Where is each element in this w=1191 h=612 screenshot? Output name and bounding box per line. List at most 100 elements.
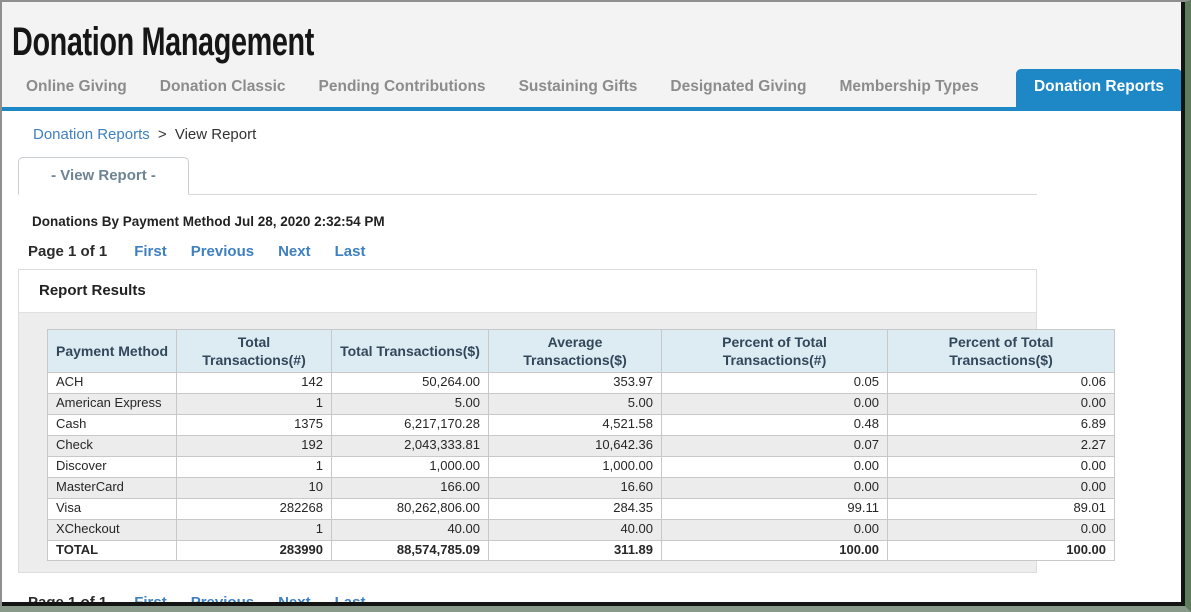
value-cell: 142 [176,372,332,395]
report-results-panel: Report Results Payment Method Total Trans… [18,269,1115,574]
table-header-row: Payment Method Total Transactions(#) Total… [47,328,1115,374]
page-indicator: Page 1 of 1 [28,243,108,260]
value-cell: 6.89 [887,414,1115,437]
value-cell: 0.00 [887,518,1115,541]
value-cell: 40.00 [488,518,662,541]
value-cell: 0.00 [887,455,1115,478]
tab-pending-contributions[interactable]: Pending Contributions [318,78,486,95]
column-header: Percent of Total Transactions($) [887,328,1115,374]
pagination-last-link[interactable]: Last [334,243,366,260]
value-cell: 283990 [176,539,332,562]
payment-method-cell: Cash [47,414,177,437]
column-header: Payment Method [47,328,177,374]
panel-body: Payment Method Total Transactions(#) Total… [19,313,1115,572]
report-table: Payment Method Total Transactions(#) Total… [47,328,1115,562]
breadcrumb: Donation Reports > View Report [33,126,1185,143]
pagination-last-link[interactable]: Last [334,594,366,612]
value-cell: 40.00 [331,518,489,541]
value-cell: 5.00 [488,393,662,416]
value-cell: 0.00 [661,476,888,499]
value-cell: 0.00 [661,393,888,416]
value-cell: 0.00 [887,393,1115,416]
value-cell: 282268 [176,497,332,520]
table-row: American Express 1 5.00 5.00 0.00 0.00 [47,393,1115,416]
value-cell: 5.00 [331,393,489,416]
pagination-links: First Previous Next Last [134,594,366,612]
tab-designated-giving[interactable]: Designated Giving [670,78,807,95]
value-cell: 100.00 [661,539,888,562]
pagination-previous-link[interactable]: Previous [190,243,255,260]
value-cell: 1 [176,455,332,478]
tab-view-report[interactable]: - View Report - [18,157,189,195]
table-row: XCheckout 1 40.00 40.00 0.00 0.00 [47,518,1115,541]
value-cell: 2.27 [887,435,1115,457]
value-cell: 1,000.00 [331,455,489,478]
pagination-next-link[interactable]: Next [278,594,311,612]
value-cell: 1,000.00 [488,455,662,478]
value-cell: 0.06 [887,372,1115,395]
value-cell: 80,262,806.00 [331,497,489,520]
active-tab-underline [2,107,1185,111]
value-cell: 4,521.58 [488,414,662,437]
page-content: Donation Reports > View Report - View Re… [2,126,1185,612]
value-cell: 50,264.00 [331,372,489,395]
pagination-bottom: Page 1 of 1 First Previous Next Last [28,594,1185,612]
value-cell: 2,043,333.81 [331,435,489,457]
value-cell: 88,574,785.09 [331,539,489,562]
value-cell: 192 [176,435,332,457]
value-cell: 0.00 [887,476,1115,499]
value-cell: 10 [176,476,332,499]
tab-donation-classic[interactable]: Donation Classic [159,78,286,95]
pagination-first-link[interactable]: First [134,243,167,260]
value-cell: 1 [176,393,332,416]
pagination-first-link[interactable]: First [134,594,167,612]
value-cell: 0.07 [661,435,888,457]
tab-online-giving[interactable]: Online Giving [26,78,127,95]
value-cell: 311.89 [488,539,662,562]
table-row: Check 192 2,043,333.81 10,642.36 0.07 2.27 [47,435,1115,457]
nav-tabs: Online Giving Donation Classic Pending Con… [2,69,1185,107]
table-row: Visa 282268 80,262,806.00 284.35 99.11 89.01 [47,497,1115,520]
payment-method-cell: American Express [47,393,177,416]
value-cell: 284.35 [488,497,662,520]
table-row: MasterCard 10 166.00 16.60 0.00 0.00 [47,476,1115,499]
page-indicator: Page 1 of 1 [28,594,108,612]
table-row: ACH 142 50,264.00 353.97 0.05 0.06 [47,372,1115,395]
column-header: Percent of Total Transactions(#) [661,328,888,374]
pagination-top: Page 1 of 1 First Previous Next Last [28,243,1185,260]
table-row: Cash 1375 6,217,170.28 4,521.58 0.48 6.89 [47,414,1115,437]
breadcrumb-current: View Report [174,126,257,143]
payment-method-cell: Check [47,435,177,457]
payment-method-cell: TOTAL [47,539,177,562]
value-cell: 0.05 [661,372,888,395]
value-cell: 99.11 [661,497,888,520]
column-header: Total Transactions(#) [176,328,332,374]
value-cell: 89.01 [887,497,1115,520]
breadcrumb-separator: > [157,126,167,143]
payment-method-cell: Visa [47,497,177,520]
pagination-previous-link[interactable]: Previous [190,594,255,612]
value-cell: 0.00 [661,518,888,541]
table-body: ACH 142 50,264.00 353.97 0.05 0.06 American Ex… [47,372,1115,562]
app-header: Donation Management Online Giving Donatio… [2,2,1185,107]
payment-method-cell: Discover [47,455,177,478]
tab-membership-types[interactable]: Membership Types [839,78,979,95]
value-cell: 10,642.36 [488,435,662,457]
pagination-links: First Previous Next Last [134,243,365,260]
breadcrumb-parent-link[interactable]: Donation Reports [33,126,150,143]
page-title: Donation Management [12,20,314,64]
value-cell: 353.97 [488,372,662,395]
panel-title: Report Results [19,270,1036,313]
table-row: Discover 1 1,000.00 1,000.00 0.00 0.00 [47,455,1115,478]
column-header: Average Transactions($) [488,328,662,374]
pagination-next-link[interactable]: Next [278,243,311,260]
view-report-tab-row: - View Report - [18,156,1037,195]
column-header: Total Transactions($) [331,328,489,374]
tab-donation-reports[interactable]: Donation Reports [1015,69,1182,107]
payment-method-cell: XCheckout [47,518,177,541]
value-cell: 166.00 [331,476,489,499]
tab-sustaining-gifts[interactable]: Sustaining Gifts [518,78,638,95]
report-title: Donations By Payment Method Jul 28, 2020… [32,214,385,229]
value-cell: 100.00 [887,539,1115,562]
